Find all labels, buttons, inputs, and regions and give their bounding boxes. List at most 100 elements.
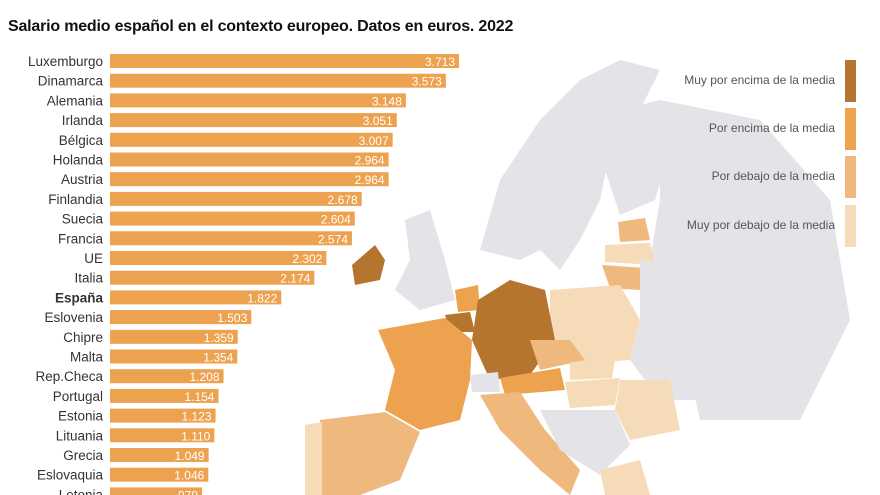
value-label: 1.822 — [247, 291, 277, 305]
value-label: 2.174 — [280, 272, 310, 286]
finland — [605, 100, 670, 215]
value-label: 3.713 — [425, 55, 455, 69]
value-label: 3.148 — [372, 94, 402, 108]
bar-Portugal — [110, 388, 219, 403]
scandinavia — [480, 60, 660, 270]
bar-Rep.Checa — [110, 369, 224, 384]
category-label: Portugal — [53, 389, 103, 404]
value-label: 3.573 — [412, 75, 442, 89]
category-label: Eslovenia — [44, 310, 103, 325]
value-label: 2.964 — [355, 173, 385, 187]
category-label: Chipre — [63, 330, 103, 345]
legend-swatch — [845, 205, 856, 247]
bar-Grecia — [110, 448, 209, 462]
bar-Lituania — [110, 428, 215, 443]
category-label: España — [55, 290, 104, 305]
value-label: 2.964 — [355, 154, 385, 168]
category-label: Francia — [58, 231, 104, 246]
bar-UE — [110, 251, 327, 265]
category-label: Dinamarca — [38, 74, 104, 89]
value-label: 979 — [178, 488, 198, 495]
hungary — [565, 378, 620, 408]
bar-Eslovaquia — [110, 467, 209, 482]
legend-label: Muy por debajo de la media — [686, 218, 835, 232]
bar-Bélgica — [110, 132, 393, 147]
austria — [500, 368, 565, 395]
category-label: UE — [84, 251, 103, 266]
europe-map — [305, 60, 850, 495]
chart-title: Salario medio español en el contexto eur… — [8, 18, 514, 35]
category-label: Bélgica — [59, 133, 104, 148]
value-label: 1.359 — [204, 331, 234, 345]
value-label: 3.051 — [363, 114, 393, 128]
bar-Finlandia — [110, 191, 362, 206]
germany — [472, 280, 555, 380]
italy — [480, 392, 580, 495]
france — [378, 318, 472, 430]
category-label: Suecia — [62, 212, 104, 227]
value-label: 2.678 — [328, 193, 358, 207]
belarus-ukraine — [630, 260, 760, 400]
value-label: 1.208 — [190, 370, 220, 384]
category-label: Finlandia — [48, 192, 103, 207]
netherlands — [455, 285, 480, 312]
bar-Francia — [110, 231, 352, 246]
bar-Holanda — [110, 152, 389, 167]
category-label: Alemania — [47, 93, 104, 108]
bars: Luxemburgo 3.713 Dinamarca 3.573 Alemania 3.1… — [28, 54, 459, 495]
bar-Estonia — [110, 408, 216, 423]
legend-swatch — [845, 108, 856, 150]
category-label: Lituania — [56, 428, 104, 443]
category-label: Holanda — [53, 153, 104, 168]
category-label: Luxemburgo — [28, 54, 103, 69]
value-label: 1.154 — [184, 390, 214, 404]
category-label: Malta — [70, 350, 104, 365]
value-label: 3.007 — [359, 134, 389, 148]
bar-Irlanda — [110, 113, 397, 128]
category-label: Eslovaquia — [37, 468, 104, 483]
category-label: Grecia — [63, 448, 103, 463]
lithuania — [602, 265, 645, 290]
spain — [320, 412, 420, 495]
value-label: 1.503 — [217, 311, 247, 325]
category-label: Austria — [61, 172, 104, 187]
value-label: 1.049 — [175, 449, 205, 463]
bar-Malta — [110, 349, 238, 364]
value-label: 1.123 — [182, 410, 212, 424]
category-label: Letonia — [59, 487, 104, 495]
value-label: 1.110 — [181, 429, 210, 443]
category-label: Irlanda — [62, 113, 104, 128]
legend-swatch — [845, 156, 856, 198]
bar-Eslovenia — [110, 310, 252, 325]
value-label: 1.046 — [174, 469, 204, 483]
bar-Chipre — [110, 329, 238, 344]
value-label: 2.302 — [292, 252, 322, 266]
legend-label: Muy por encima de la media — [684, 73, 835, 87]
bar-Suecia — [110, 211, 355, 226]
uk — [395, 210, 455, 310]
estonia — [618, 218, 650, 242]
ireland — [352, 245, 385, 285]
legend-label: Por encima de la media — [708, 121, 835, 135]
value-label: 1.354 — [203, 351, 233, 365]
switzerland — [470, 372, 500, 392]
romania — [615, 380, 680, 440]
greece — [600, 460, 650, 495]
balkans — [540, 410, 630, 475]
bar-España — [110, 290, 282, 305]
category-label: Italia — [74, 271, 103, 286]
slovakia — [570, 360, 615, 380]
bar-Italia — [110, 270, 315, 285]
category-label: Estonia — [58, 409, 104, 424]
bar-Luxemburgo — [110, 54, 459, 68]
legend-swatch — [845, 60, 856, 102]
category-label: Rep.Checa — [35, 369, 103, 384]
value-label: 2.604 — [321, 213, 351, 227]
bar-Letonia — [110, 487, 203, 495]
value-label: 2.574 — [318, 232, 348, 246]
bar-Alemania — [110, 93, 406, 108]
portugal — [305, 422, 322, 495]
bar-Austria — [110, 172, 389, 187]
bar-Dinamarca — [110, 73, 446, 88]
